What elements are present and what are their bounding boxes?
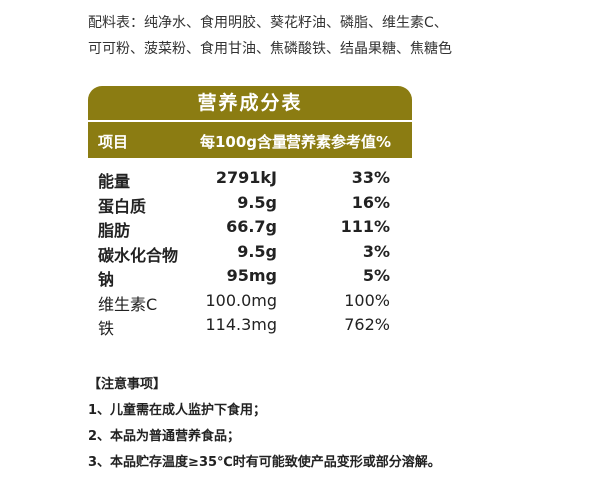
- ingredients-line: 可可粉、菠菜粉、食用甘油、焦磷酸铁、结晶果糖、焦糖色: [88, 41, 452, 57]
- table-row: 钠 95mg 5%: [88, 266, 412, 290]
- table-row: 能量 2791kJ 33%: [88, 168, 412, 192]
- cell-nrv: 100%: [344, 290, 390, 310]
- cell-name: 维生素C: [98, 294, 158, 314]
- cell-nrv: 762%: [344, 315, 390, 334]
- cell-name: 铁: [98, 319, 115, 338]
- ingredients-list: 配料表：纯净水、食用明胶、葵花籽油、磷脂、维生素C、 可可粉、菠菜粉、食用甘油、…: [88, 10, 508, 62]
- cell-nrv: 111%: [340, 217, 390, 236]
- cell-nrv: 33%: [351, 168, 390, 187]
- cell-amount: 9.5g: [237, 241, 277, 261]
- header-item: 项目: [98, 133, 129, 151]
- cell-nrv: 3%: [362, 241, 390, 261]
- cell-amount: 114.3mg: [205, 315, 277, 334]
- table-row: 蛋白质 9.5g 16%: [88, 193, 412, 217]
- table-row: 碳水化合物 9.5g 3%: [88, 242, 412, 266]
- cell-amount: 66.7g: [226, 217, 277, 236]
- cell-nrv: 5%: [362, 266, 390, 285]
- header-nrv: 营养素参考值%: [286, 133, 392, 151]
- ingredients-line: 配料表：纯净水、食用明胶、葵花籽油、磷脂、维生素C、: [88, 15, 448, 31]
- cell-name: 碳水化合物: [98, 245, 179, 265]
- cell-amount: 9.5g: [237, 192, 277, 212]
- cell-nrv: 16%: [351, 192, 390, 212]
- cell-name: 脂肪: [98, 221, 131, 240]
- table-title: 营养成分表: [88, 86, 412, 120]
- table-row: 脂肪 66.7g 111%: [88, 217, 412, 241]
- cell-amount: 2791kJ: [215, 168, 277, 187]
- notes-title: 【注意事项】: [88, 377, 167, 392]
- cell-amount: 100.0mg: [205, 290, 277, 310]
- note-item: 1、儿童需在成人监护下食用；: [88, 403, 267, 418]
- note-item: 3、本品贮存温度≥35℃时有可能致使产品变形或部分溶解。: [88, 455, 441, 470]
- table-header: 项目 每100g含量 营养素参考值%: [88, 122, 412, 158]
- cell-amount: 95mg: [226, 266, 277, 285]
- notes: 【注意事项】 1、儿童需在成人监护下食用； 2、本品为普通营养食品； 3、本品贮…: [88, 372, 441, 476]
- table-row: 维生素C 100.0mg 100%: [88, 291, 412, 315]
- note-item: 2、本品为普通营养食品；: [88, 429, 241, 444]
- header-amount: 每100g含量: [200, 133, 288, 151]
- cell-name: 钠: [98, 270, 115, 289]
- cell-name: 能量: [98, 172, 131, 191]
- cell-name: 蛋白质: [98, 196, 147, 216]
- nutrition-table: 营养成分表 项目 每100g含量 营养素参考值% 能量 2791kJ 33% 蛋白质 9…: [88, 86, 412, 338]
- table-row: 铁 114.3mg 762%: [88, 315, 412, 339]
